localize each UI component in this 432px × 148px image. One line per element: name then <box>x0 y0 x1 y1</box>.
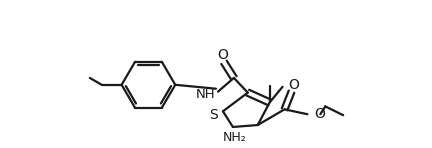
Text: O: O <box>288 78 299 92</box>
Text: NH₂: NH₂ <box>223 131 247 144</box>
Text: O: O <box>314 107 325 121</box>
Text: S: S <box>209 108 217 122</box>
Text: O: O <box>218 48 229 62</box>
Text: NH: NH <box>195 88 215 101</box>
